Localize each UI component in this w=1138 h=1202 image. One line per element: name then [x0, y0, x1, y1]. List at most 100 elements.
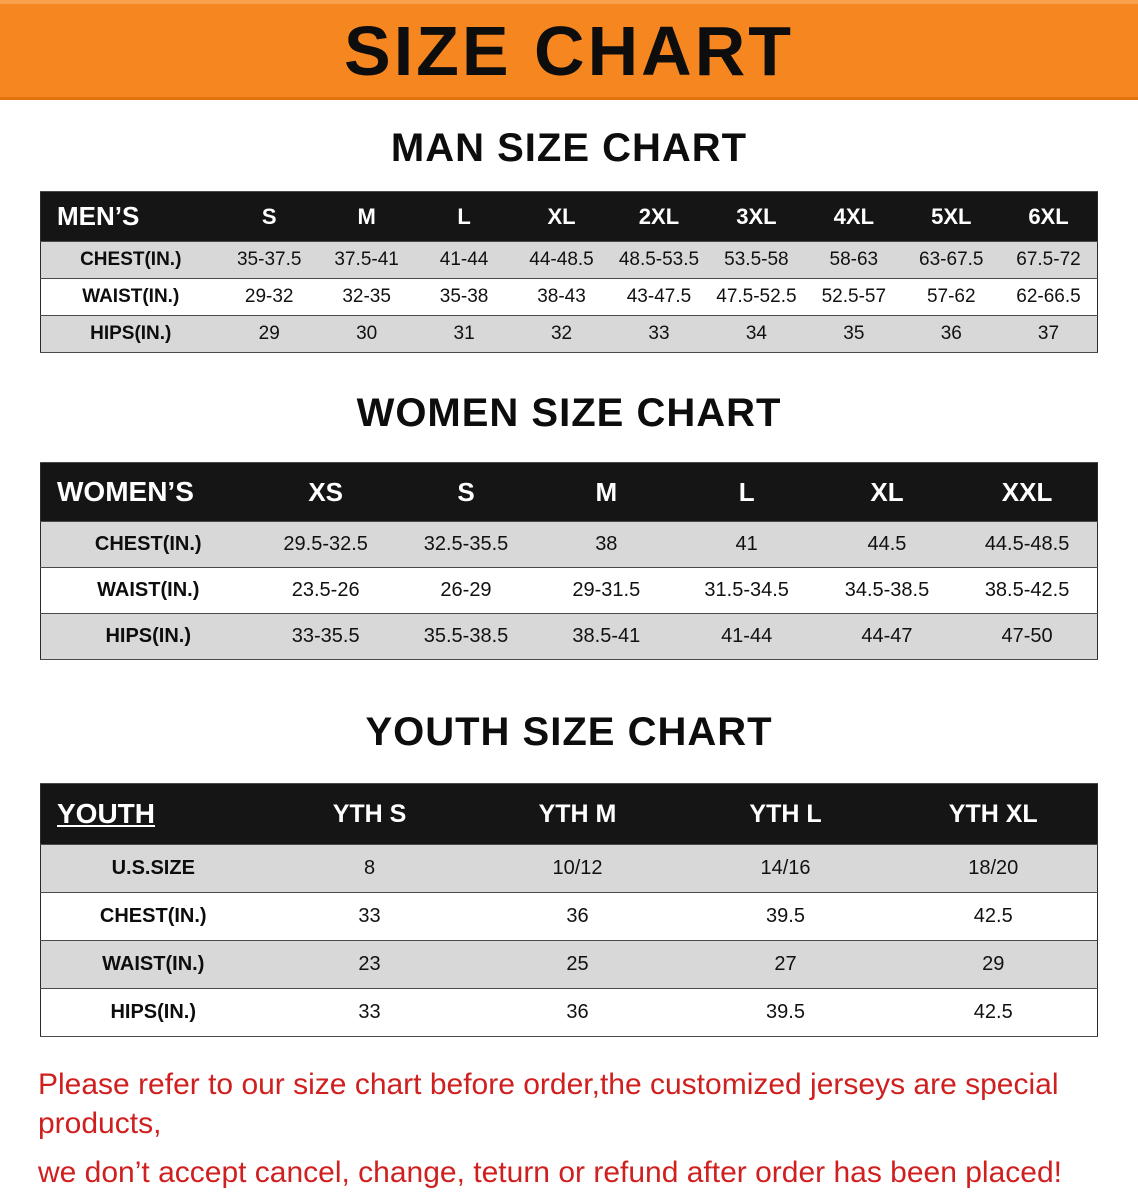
table-row: HIPS(IN.) 33 36 39.5 42.5	[40, 988, 1098, 1037]
measure-value-cell: 44-48.5	[512, 241, 611, 279]
measure-label-cell: CHEST(IN.)	[40, 241, 221, 279]
measure-value-cell: 33	[265, 988, 474, 1037]
measure-label-cell: CHEST(IN.)	[40, 521, 256, 568]
size-header-cell: 6XL	[1000, 191, 1098, 242]
table-row: HIPS(IN.) 33-35.5 35.5-38.5 38.5-41 41-44 44-…	[40, 613, 1098, 660]
size-header-cell: 3XL	[707, 191, 806, 242]
measure-value-cell: 33-35.5	[255, 613, 396, 660]
banner: SIZE CHART	[0, 0, 1138, 100]
youth-chart-heading: YOUTH SIZE CHART	[365, 710, 773, 754]
measure-value-cell: 41	[676, 521, 817, 568]
measure-value-cell: 29-32	[220, 278, 318, 316]
size-chart-content: MAN SIZE CHART MEN’S S M L XL 2XL 3XL 4XL 5XL 6XL…	[0, 126, 1138, 1037]
measure-value-cell: 35	[805, 315, 903, 353]
table-header-row: WOMEN’S XS S M L XL XXL	[40, 462, 1098, 522]
measure-value-cell: 42.5	[889, 988, 1098, 1037]
measure-value-cell: 33	[610, 315, 708, 353]
measure-value-cell: 37	[1000, 315, 1098, 353]
men-size-table: MEN’S S M L XL 2XL 3XL 4XL 5XL 6XL CHEST(IN.) 35-37…	[40, 191, 1098, 353]
measure-value-cell: 62-66.5	[1000, 278, 1098, 316]
women-chart-heading: WOMEN SIZE CHART	[356, 391, 782, 435]
table-row: U.S.SIZE 8 10/12 14/16 18/20	[40, 844, 1098, 893]
size-header-cell: 5XL	[902, 191, 1000, 242]
measure-value-cell: 32	[512, 315, 611, 353]
measure-label-cell: HIPS(IN.)	[40, 988, 266, 1037]
measure-value-cell: 44.5-48.5	[957, 521, 1098, 568]
youth-size-section: YOUTH SIZE CHART YOUTH YTH S YTH M YTH L YTH…	[0, 710, 1138, 1037]
table-row: WAIST(IN.) 23 25 27 29	[40, 940, 1098, 989]
measure-label-cell: HIPS(IN.)	[40, 315, 221, 353]
footer-notice: Please refer to our size chart before or…	[0, 1065, 1138, 1192]
measure-value-cell: 63-67.5	[902, 241, 1000, 279]
size-header-cell: S	[220, 191, 318, 242]
measure-value-cell: 31	[415, 315, 513, 353]
measure-value-cell: 29-31.5	[536, 567, 677, 614]
measure-value-cell: 38	[536, 521, 677, 568]
measure-value-cell: 23.5-26	[255, 567, 396, 614]
measure-value-cell: 32-35	[317, 278, 416, 316]
women-size-section: WOMEN SIZE CHART WOMEN’S XS S M L XL XXL CHEST(…	[0, 391, 1138, 660]
men-size-section: MAN SIZE CHART MEN’S S M L XL 2XL 3XL 4XL 5XL 6XL…	[0, 126, 1138, 353]
measure-value-cell: 38.5-41	[536, 613, 677, 660]
measure-value-cell: 39.5	[681, 892, 890, 941]
measure-value-cell: 43-47.5	[610, 278, 708, 316]
measure-value-cell: 29	[220, 315, 318, 353]
measure-value-cell: 34.5-38.5	[816, 567, 958, 614]
measure-value-cell: 47-50	[957, 613, 1098, 660]
size-header-cell: 4XL	[805, 191, 903, 242]
measure-value-cell: 35-37.5	[220, 241, 318, 279]
measure-value-cell: 30	[317, 315, 416, 353]
table-row: WAIST(IN.) 23.5-26 26-29 29-31.5 31.5-34.5 34…	[40, 567, 1098, 614]
size-header-cell: XS	[255, 462, 396, 522]
youth-size-table: YOUTH YTH S YTH M YTH L YTH XL U.S.SIZE 8 10/12…	[40, 783, 1098, 1037]
size-header-cell: L	[415, 191, 513, 242]
measure-value-cell: 35.5-38.5	[395, 613, 537, 660]
measure-label-cell: WAIST(IN.)	[40, 278, 221, 316]
table-row: WAIST(IN.) 29-32 32-35 35-38 38-43 43-47.5 47.…	[40, 278, 1098, 316]
notice-line-2: we don’t accept cancel, change, teturn o…	[38, 1156, 1062, 1189]
table-title-cell: MEN’S	[40, 191, 221, 242]
size-header-cell: L	[676, 462, 817, 522]
measure-value-cell: 34	[707, 315, 806, 353]
table-header-row: MEN’S S M L XL 2XL 3XL 4XL 5XL 6XL	[40, 191, 1098, 242]
measure-value-cell: 31.5-34.5	[676, 567, 817, 614]
size-header-cell: M	[317, 191, 416, 242]
page-title: SIZE CHART	[344, 11, 794, 90]
measure-value-cell: 38-43	[512, 278, 611, 316]
measure-label-cell: WAIST(IN.)	[40, 940, 266, 989]
measure-value-cell: 36	[902, 315, 1000, 353]
measure-label-cell: HIPS(IN.)	[40, 613, 256, 660]
measure-value-cell: 52.5-57	[805, 278, 903, 316]
measure-value-cell: 18/20	[889, 844, 1098, 893]
measure-value-cell: 42.5	[889, 892, 1098, 941]
measure-value-cell: 41-44	[415, 241, 513, 279]
measure-value-cell: 57-62	[902, 278, 1000, 316]
measure-value-cell: 38.5-42.5	[957, 567, 1098, 614]
measure-value-cell: 48.5-53.5	[610, 241, 708, 279]
size-header-cell: YTH L	[681, 783, 890, 845]
size-header-cell: YTH M	[473, 783, 682, 845]
measure-value-cell: 41-44	[676, 613, 817, 660]
table-row: CHEST(IN.) 33 36 39.5 42.5	[40, 892, 1098, 941]
table-title-cell: YOUTH	[40, 783, 266, 845]
measure-value-cell: 29.5-32.5	[255, 521, 396, 568]
measure-value-cell: 53.5-58	[707, 241, 806, 279]
table-header-row: YOUTH YTH S YTH M YTH L YTH XL	[40, 783, 1098, 845]
measure-value-cell: 35-38	[415, 278, 513, 316]
measure-label-cell: U.S.SIZE	[40, 844, 266, 893]
measure-value-cell: 47.5-52.5	[707, 278, 806, 316]
size-header-cell: YTH XL	[889, 783, 1098, 845]
measure-value-cell: 10/12	[473, 844, 682, 893]
measure-label-cell: WAIST(IN.)	[40, 567, 256, 614]
size-header-cell: XL	[816, 462, 958, 522]
measure-label-cell: CHEST(IN.)	[40, 892, 266, 941]
measure-value-cell: 58-63	[805, 241, 903, 279]
measure-value-cell: 23	[265, 940, 474, 989]
measure-value-cell: 29	[889, 940, 1098, 989]
table-title-cell: WOMEN’S	[40, 462, 256, 522]
measure-value-cell: 37.5-41	[317, 241, 416, 279]
measure-value-cell: 33	[265, 892, 474, 941]
table-row: CHEST(IN.) 35-37.5 37.5-41 41-44 44-48.5 48.5…	[40, 241, 1098, 279]
size-header-cell: S	[395, 462, 537, 522]
measure-value-cell: 26-29	[395, 567, 537, 614]
